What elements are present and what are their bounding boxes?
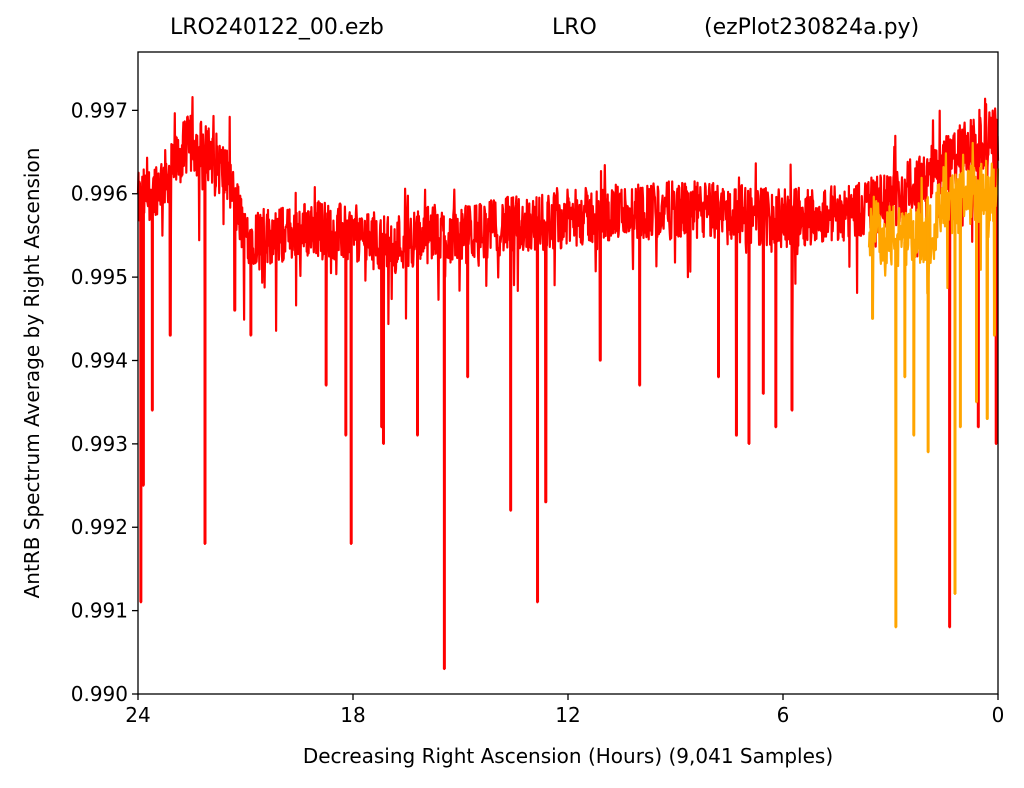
x-tick-label: 12: [555, 703, 580, 727]
y-tick-label: 0.992: [71, 515, 128, 539]
y-tick-label: 0.995: [71, 265, 128, 289]
chart-title-station: LRO: [552, 15, 597, 40]
y-axis-label: AntRB Spectrum Average by Right Ascensio…: [20, 147, 44, 599]
series-layer: [136, 96, 1000, 671]
chart-title-file: LRO240122_00.ezb: [170, 15, 384, 40]
y-tick-label: 0.997: [71, 98, 128, 122]
x-tick-label: 6: [777, 703, 790, 727]
x-tick-label: 18: [340, 703, 365, 727]
x-tick-label: 24: [125, 703, 150, 727]
chart-title-program: (ezPlot230824a.py): [704, 15, 920, 40]
series-line-0: [136, 96, 1000, 671]
y-tick-label: 0.991: [71, 599, 128, 623]
series-0: [136, 96, 1000, 671]
x-tick-label: 0: [992, 703, 1005, 727]
y-axis-ticks: 0.990 0.991 0.992 0.993 0.994 0.995 0.996 0.997: [71, 98, 138, 706]
y-tick-label: 0.993: [71, 432, 128, 456]
x-axis-label: Decreasing Right Ascension (Hours) (9,04…: [302, 744, 834, 768]
x-axis-ticks: 24 18 12 6 0: [125, 694, 1004, 727]
y-tick-label: 0.996: [71, 182, 128, 206]
plot-frame: [137, 51, 999, 695]
series-1: [867, 141, 1000, 629]
y-tick-label: 0.994: [71, 348, 128, 372]
series-line-1: [867, 141, 1000, 629]
y-tick-label: 0.990: [71, 682, 128, 706]
